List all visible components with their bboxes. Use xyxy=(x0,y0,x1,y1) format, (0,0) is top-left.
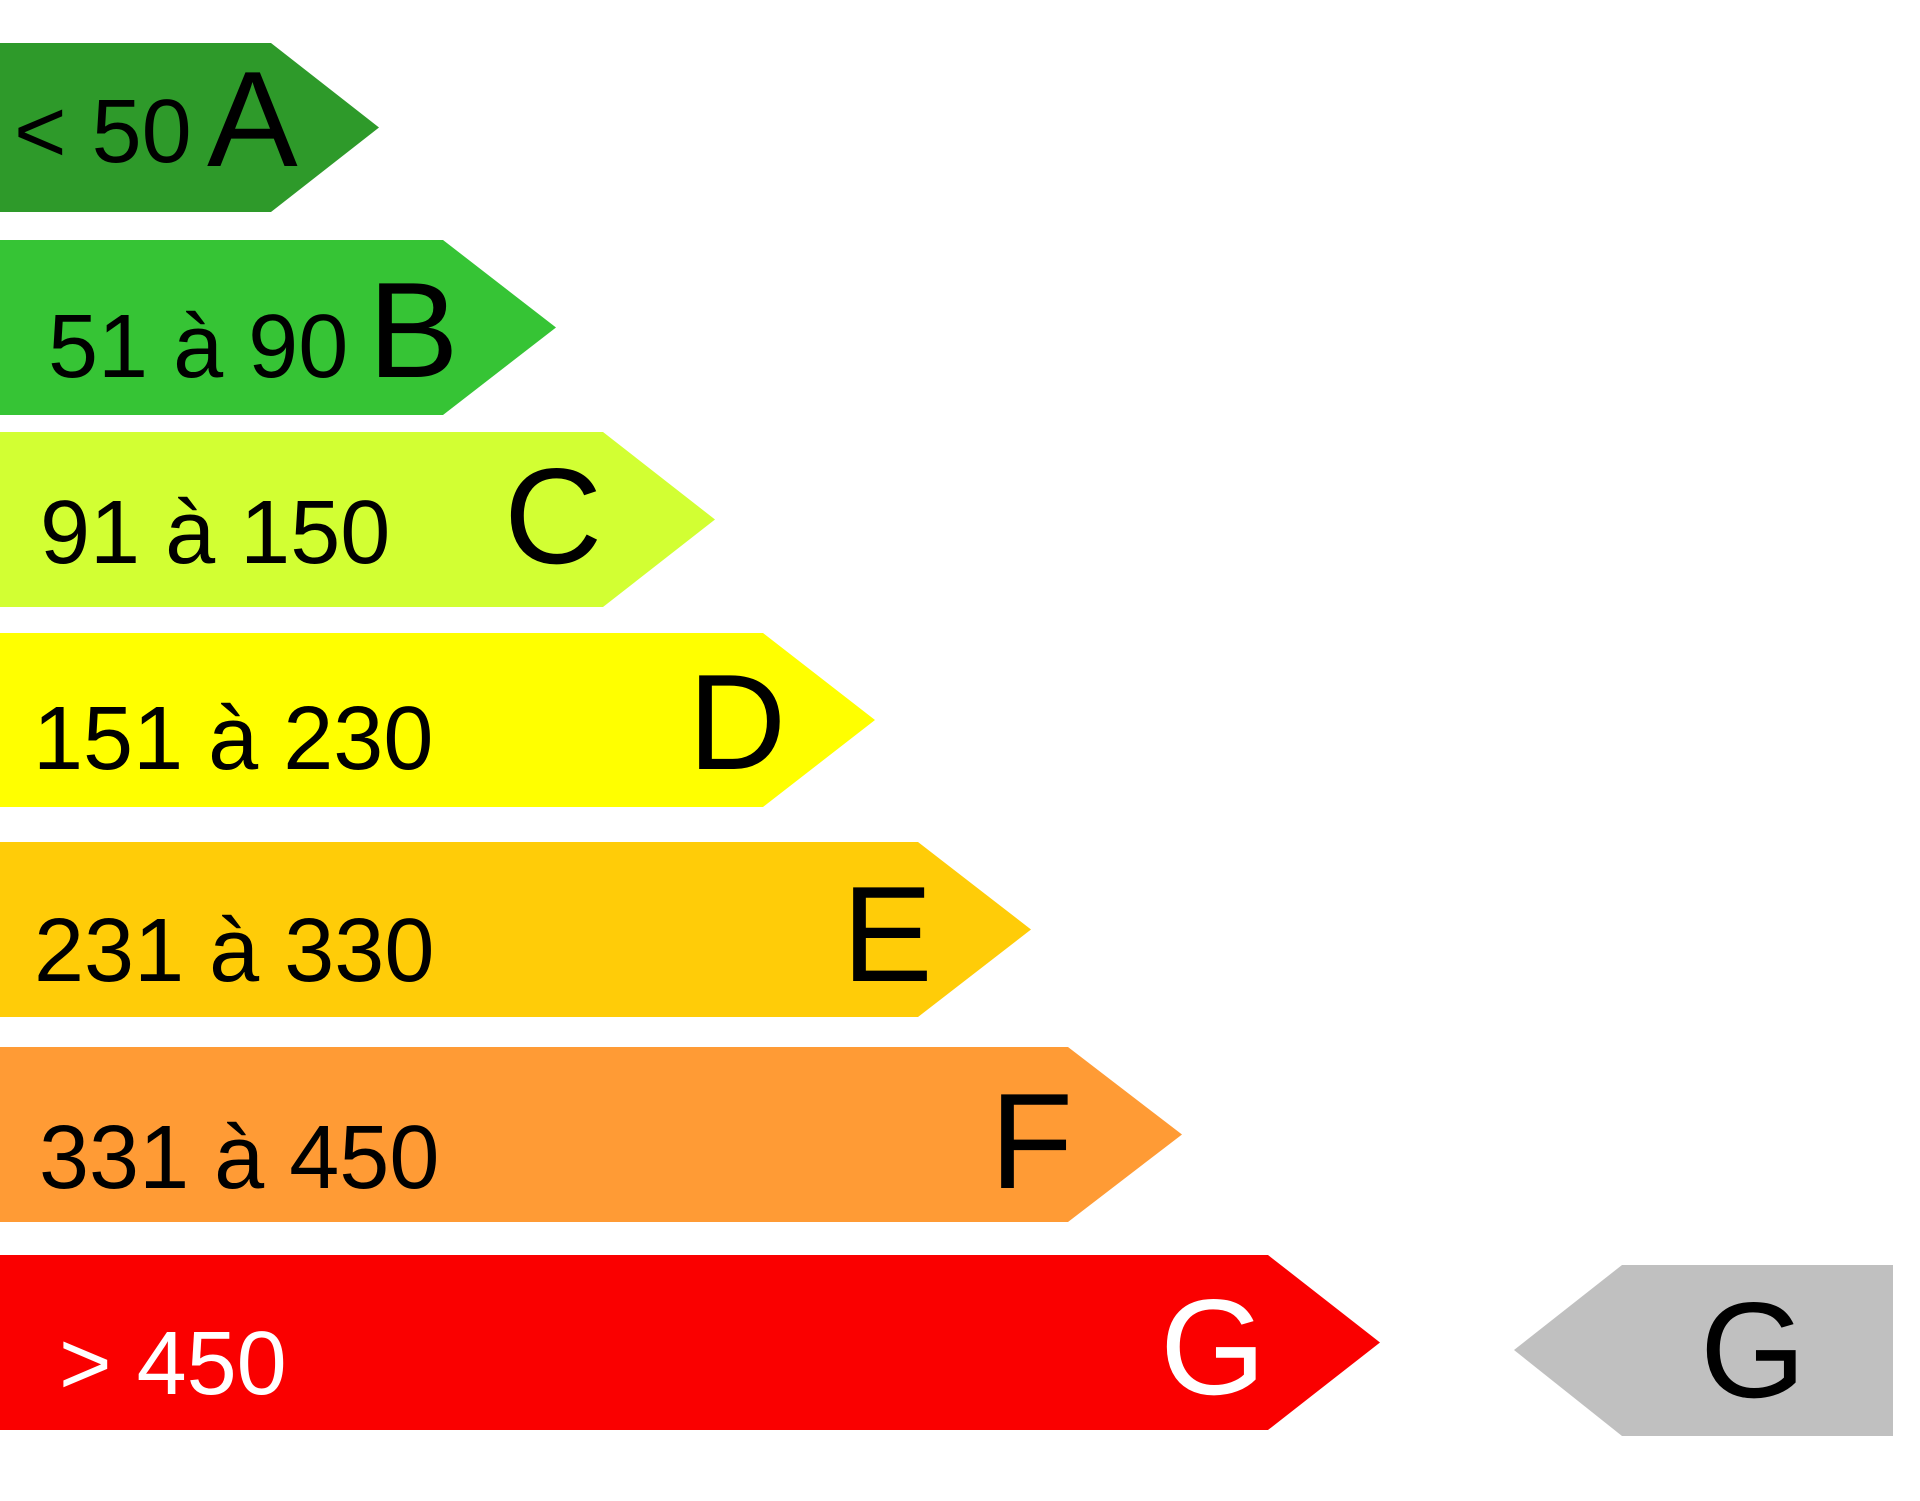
indicator-letter: G xyxy=(1700,1274,1806,1426)
rating-bar-f: 331 à 450 F xyxy=(0,1047,1182,1222)
rating-letter: D xyxy=(688,646,786,798)
rating-arrow xyxy=(0,842,1031,1017)
rating-range: > 450 xyxy=(59,1314,287,1414)
current-rating-indicator: G xyxy=(1514,1265,1893,1436)
rating-bar-b: 51 à 90 B xyxy=(0,240,556,415)
rating-bar-a: < 50 A xyxy=(0,43,379,212)
rating-letter: E xyxy=(842,858,933,1010)
rating-range: 51 à 90 xyxy=(48,297,348,397)
rating-range: 231 à 330 xyxy=(34,901,434,1001)
rating-range: < 50 xyxy=(14,82,192,182)
rating-letter: G xyxy=(1160,1271,1266,1423)
rating-letter: A xyxy=(207,43,298,195)
rating-arrow xyxy=(0,43,379,212)
rating-arrow xyxy=(0,1255,1380,1430)
indicator-arrow xyxy=(1514,1265,1893,1436)
rating-arrow xyxy=(0,240,556,415)
rating-arrow xyxy=(0,432,715,607)
rating-range: 331 à 450 xyxy=(39,1108,439,1208)
rating-arrow xyxy=(0,1047,1182,1222)
rating-letter: B xyxy=(368,254,459,406)
rating-bar-c: 91 à 150 C xyxy=(0,432,715,607)
rating-range: 151 à 230 xyxy=(33,689,433,789)
rating-range: 91 à 150 xyxy=(40,483,390,583)
rating-arrow xyxy=(0,633,875,807)
rating-bar-e: 231 à 330 E xyxy=(0,842,1031,1017)
rating-bar-d: 151 à 230 D xyxy=(0,633,875,807)
rating-bar-g: > 450 G xyxy=(0,1255,1380,1430)
rating-letter: C xyxy=(504,440,602,592)
rating-letter: F xyxy=(990,1065,1073,1217)
